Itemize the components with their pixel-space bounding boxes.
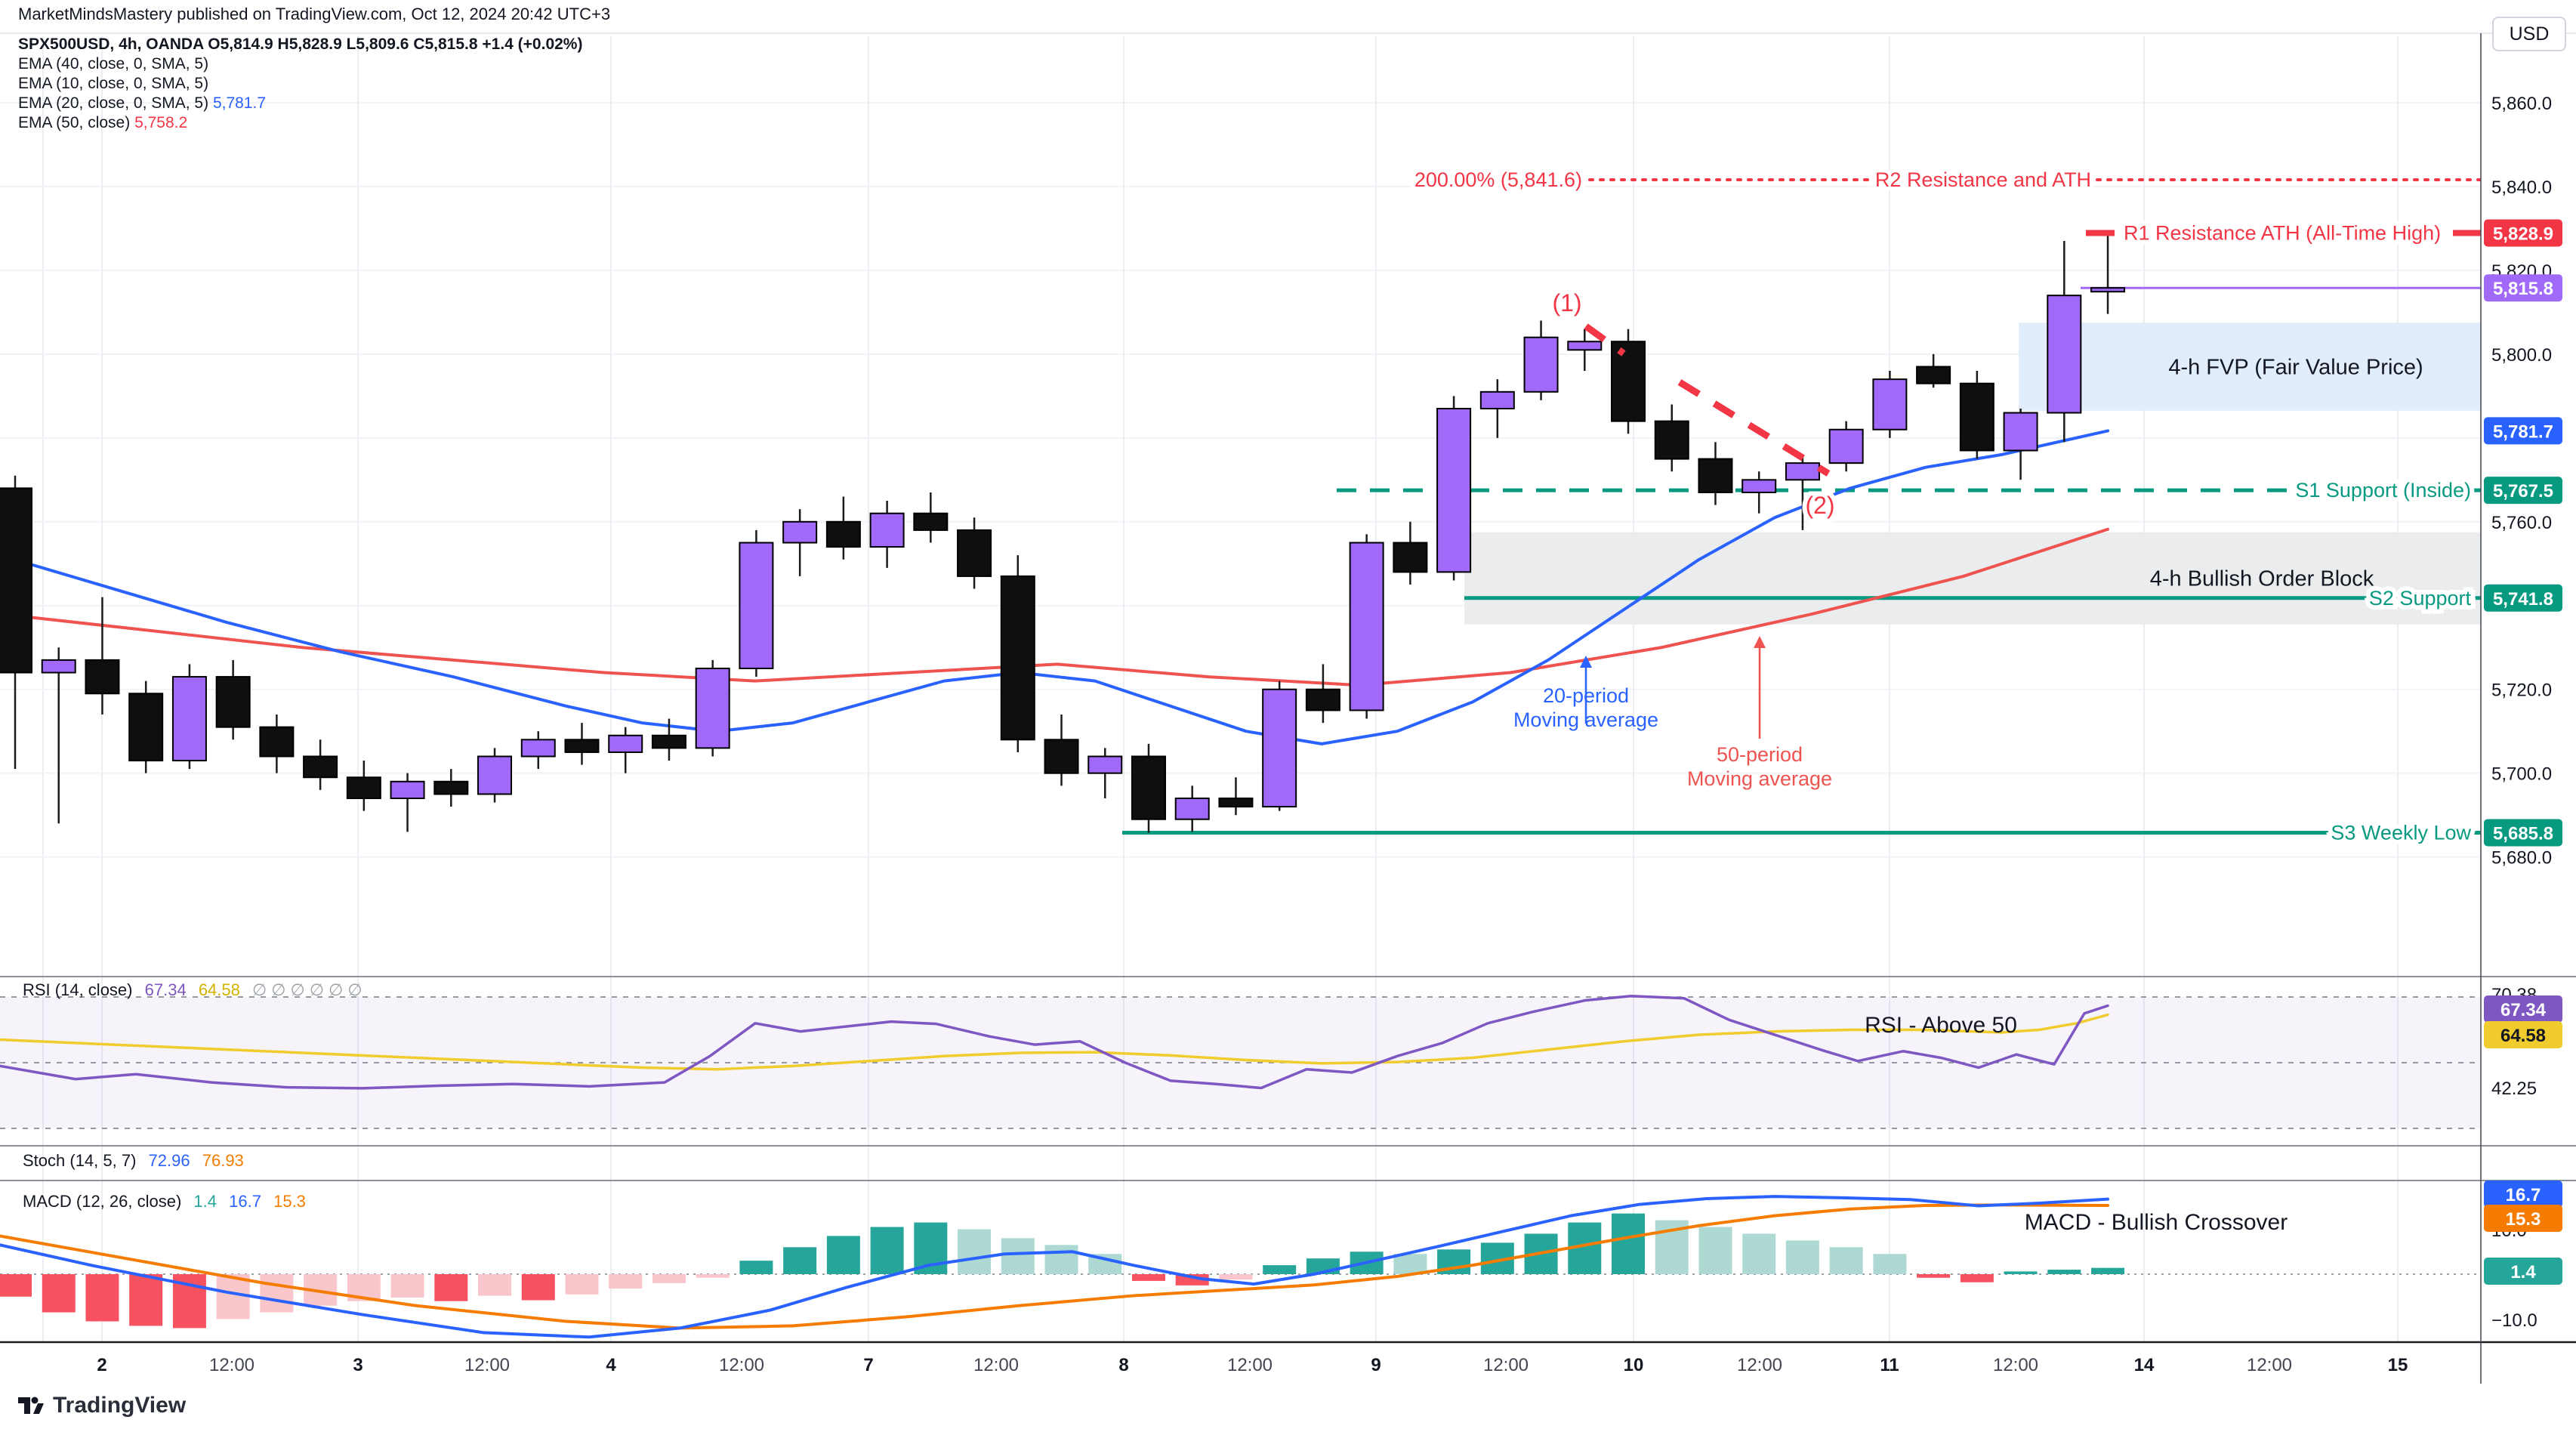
macd-signal-value: 15.3 [273, 1192, 306, 1211]
svg-text:S3 Weekly Low: S3 Weekly Low [2331, 821, 2471, 844]
stoch-k-value: 72.96 [148, 1151, 190, 1170]
svg-text:12:00: 12:00 [209, 1355, 255, 1375]
macd-legend-title: MACD (12, 26, close) [23, 1192, 182, 1211]
svg-text:RSI - Above 50: RSI - Above 50 [1865, 1013, 2017, 1038]
svg-text:5,860.0: 5,860.0 [2491, 94, 2552, 114]
tradingview-logo-icon [18, 1397, 44, 1414]
svg-text:12:00: 12:00 [973, 1355, 1019, 1375]
currency-toggle-button[interactable]: USD [2492, 17, 2566, 51]
macd-pane-legend: MACD (12, 26, close) 1.4 16.7 15.3 [23, 1192, 313, 1211]
stoch-pane-legend: Stoch (14, 5, 7) 72.96 76.93 [23, 1151, 251, 1171]
svg-text:67.34: 67.34 [2500, 1000, 2547, 1020]
svg-text:14: 14 [2134, 1355, 2155, 1375]
svg-text:5,720.0: 5,720.0 [2491, 681, 2552, 701]
svg-text:50-period: 50-period [1717, 743, 1803, 766]
svg-text:15: 15 [2388, 1355, 2408, 1375]
svg-text:5,700.0: 5,700.0 [2491, 764, 2552, 785]
svg-text:5,760.0: 5,760.0 [2491, 513, 2552, 533]
svg-text:(2): (2) [1805, 492, 1834, 519]
svg-text:12:00: 12:00 [1993, 1355, 2038, 1375]
ema50-legend: EMA (50, close) 5,758.2 [18, 113, 610, 133]
svg-text:4-h Bullish Order Block: 4-h Bullish Order Block [2150, 567, 2374, 591]
svg-text:7: 7 [863, 1355, 873, 1375]
svg-text:4: 4 [606, 1355, 616, 1375]
svg-text:12:00: 12:00 [719, 1355, 764, 1375]
ema20-value: 5,781.7 [212, 94, 267, 112]
chart-header: MarketMindsMastery published on TradingV… [18, 5, 610, 133]
svg-text:5,828.9: 5,828.9 [2493, 224, 2553, 245]
rsi-ma-value: 64.58 [198, 980, 240, 999]
svg-text:5,680.0: 5,680.0 [2491, 848, 2552, 869]
svg-text:64.58: 64.58 [2500, 1026, 2546, 1046]
svg-text:1.4: 1.4 [2510, 1262, 2536, 1282]
svg-text:5,815.8: 5,815.8 [2493, 279, 2553, 299]
svg-text:S2 Support: S2 Support [2369, 587, 2472, 610]
ema50-value: 5,758.2 [134, 114, 188, 131]
rsi-value: 67.34 [144, 980, 187, 999]
svg-text:15.3: 15.3 [2506, 1209, 2541, 1230]
tradingview-logo[interactable]: TradingView [17, 1391, 186, 1420]
tradingview-logo-text: TradingView [53, 1393, 187, 1418]
svg-text:200.00% (5,841.6): 200.00% (5,841.6) [1414, 168, 1582, 191]
ema20-label: EMA (20, close, 0, SMA, 5) [18, 94, 209, 112]
svg-text:9: 9 [1371, 1355, 1381, 1375]
svg-text:8: 8 [1118, 1355, 1128, 1375]
rsi-legend-title: RSI (14, close) [23, 980, 133, 999]
svg-text:12:00: 12:00 [1483, 1355, 1529, 1375]
svg-text:−10.0: −10.0 [2491, 1310, 2537, 1331]
svg-text:MACD - Bullish Crossover: MACD - Bullish Crossover [2025, 1210, 2288, 1235]
rsi-pane-legend: RSI (14, close) 67.34 64.58 ∅ ∅ ∅ ∅ ∅ ∅ [23, 980, 370, 1000]
svg-text:12:00: 12:00 [2247, 1355, 2292, 1375]
ema10-legend: EMA (10, close, 0, SMA, 5) [18, 75, 209, 92]
svg-text:5,781.7: 5,781.7 [2493, 421, 2553, 442]
ema20-legend: EMA (20, close, 0, SMA, 5) 5,781.7 [18, 94, 610, 113]
stoch-legend-title: Stoch (14, 5, 7) [23, 1151, 137, 1170]
svg-text:5,685.8: 5,685.8 [2493, 823, 2553, 844]
published-caption: MarketMindsMastery published on TradingV… [18, 5, 611, 23]
svg-text:12:00: 12:00 [1227, 1355, 1273, 1375]
macd-hist-value: 1.4 [193, 1192, 217, 1211]
stoch-d-value: 76.93 [202, 1151, 244, 1170]
ema50-label: EMA (50, close) [18, 114, 131, 131]
svg-text:11: 11 [1880, 1355, 1899, 1375]
rsi-hidden-values: ∅ ∅ ∅ ∅ ∅ ∅ [252, 980, 362, 999]
svg-text:16.7: 16.7 [2506, 1185, 2541, 1205]
svg-text:5,840.0: 5,840.0 [2491, 177, 2552, 198]
svg-text:S1 Support (Inside): S1 Support (Inside) [2295, 479, 2471, 502]
svg-text:2: 2 [97, 1355, 106, 1375]
svg-text:5,800.0: 5,800.0 [2491, 345, 2552, 366]
ema40-legend: EMA (40, close, 0, SMA, 5) [18, 55, 209, 73]
svg-text:10: 10 [1624, 1355, 1644, 1375]
macd-line-value: 16.7 [229, 1192, 261, 1211]
svg-text:12:00: 12:00 [1737, 1355, 1782, 1375]
svg-text:Moving average: Moving average [1687, 767, 1832, 790]
svg-text:12:00: 12:00 [464, 1355, 510, 1375]
symbol-ohlc-readout: SPX500USD, 4h, OANDA O5,814.9 H5,828.9 L… [18, 35, 583, 53]
svg-text:5,767.5: 5,767.5 [2493, 481, 2553, 502]
svg-text:R1 Resistance ATH (All-Time Hi: R1 Resistance ATH (All-Time High) [2124, 222, 2441, 245]
svg-text:42.25: 42.25 [2491, 1079, 2537, 1099]
svg-text:R2 Resistance and ATH: R2 Resistance and ATH [1875, 168, 2091, 191]
svg-text:3: 3 [353, 1355, 362, 1375]
svg-text:4-h FVP (Fair Value Price): 4-h FVP (Fair Value Price) [2168, 356, 2423, 380]
svg-text:(1): (1) [1552, 289, 1581, 316]
svg-text:5,741.8: 5,741.8 [2493, 589, 2553, 610]
